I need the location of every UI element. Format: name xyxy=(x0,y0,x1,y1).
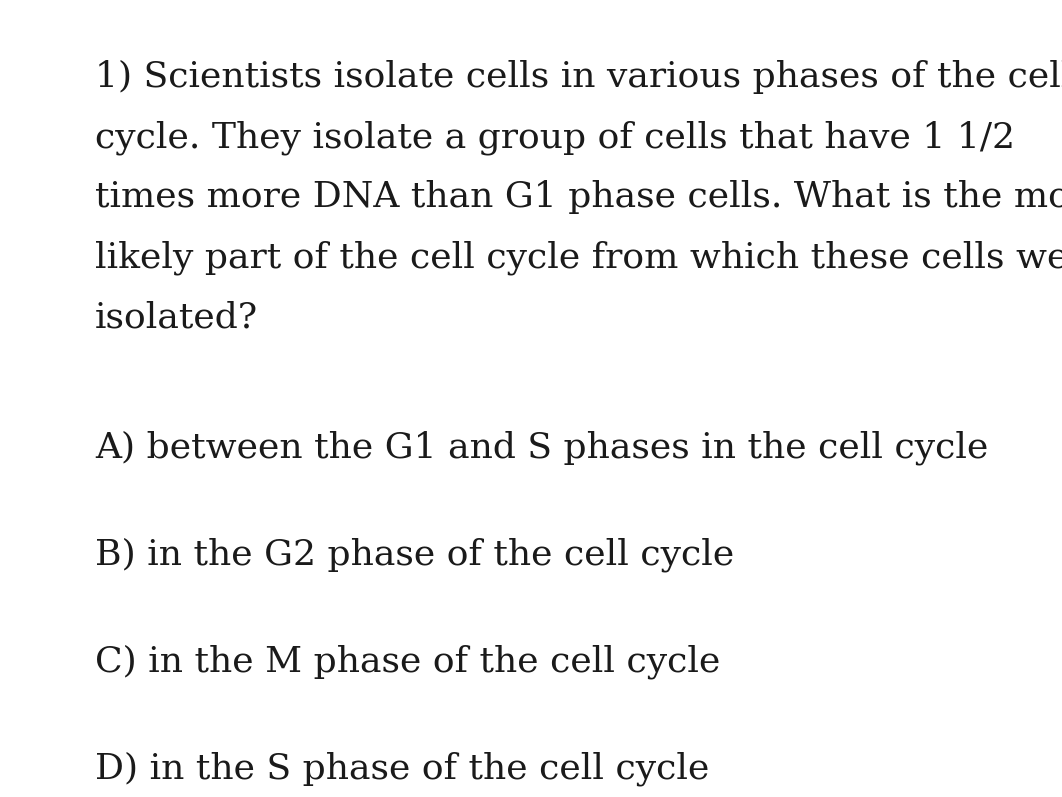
Text: times more DNA than G1 phase cells. What is the most: times more DNA than G1 phase cells. What… xyxy=(95,180,1062,214)
Text: likely part of the cell cycle from which these cells were: likely part of the cell cycle from which… xyxy=(95,240,1062,274)
Text: D) in the S phase of the cell cycle: D) in the S phase of the cell cycle xyxy=(95,751,709,786)
Text: C) in the M phase of the cell cycle: C) in the M phase of the cell cycle xyxy=(95,644,720,678)
Text: cycle. They isolate a group of cells that have 1 1/2: cycle. They isolate a group of cells tha… xyxy=(95,120,1015,155)
Text: 1) Scientists isolate cells in various phases of the cell: 1) Scientists isolate cells in various p… xyxy=(95,60,1062,94)
Text: B) in the G2 phase of the cell cycle: B) in the G2 phase of the cell cycle xyxy=(95,537,734,571)
Text: isolated?: isolated? xyxy=(95,300,258,334)
Text: A) between the G1 and S phases in the cell cycle: A) between the G1 and S phases in the ce… xyxy=(95,430,989,465)
